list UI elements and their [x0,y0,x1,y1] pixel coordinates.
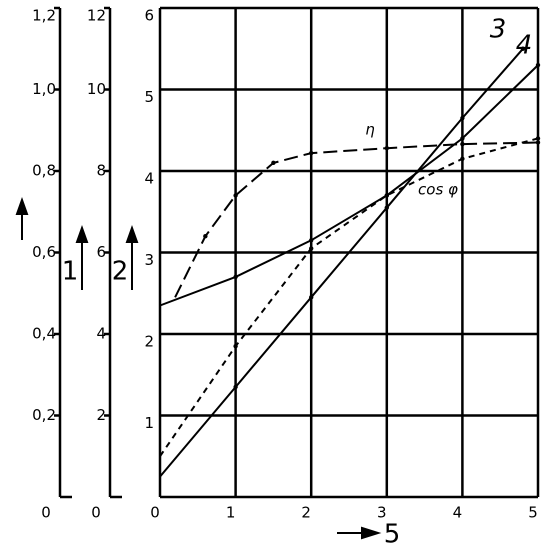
axis-arrow [15,197,29,240]
curve-point [271,160,276,166]
x-tick-label: 2 [301,504,311,522]
x-tick-label: 3 [377,504,387,522]
curve-point [233,344,238,349]
curve-point [309,246,314,251]
axis-arrow [75,225,89,290]
curve [174,141,539,298]
extra-tick-label: 1,0 [32,80,56,98]
x-tick-label: 5 [528,504,538,522]
x-axis-arrow [337,526,382,540]
curve-point [309,238,314,243]
curve-point [233,193,238,198]
curve-point [203,234,208,239]
axis-arrow [125,225,139,290]
extra-tick-label: 0,2 [32,406,56,424]
extra-tick-label: 0,8 [32,162,56,180]
x-tick-label: 1 [226,504,236,522]
extra-tick-label: 12 [87,7,106,25]
series-label: 4 [516,31,533,61]
curve-point [460,156,465,161]
x-tick-label: 0 [150,504,160,522]
extra-tick-label: 8 [96,162,106,180]
curve-point [535,136,541,141]
curve [159,137,539,457]
extra-tick-label: 1,2 [32,7,56,25]
extra-tick-label: 6 [96,243,106,261]
curve-point [535,62,541,68]
y-tick-label: 3 [144,251,154,269]
extra-tick-label: 0,4 [32,325,56,343]
y-tick-label: 5 [144,88,154,106]
curve-point [384,145,389,151]
series-label: cos φ [418,181,458,199]
extra-tick-label: 0,6 [32,243,56,261]
curve-point [460,141,465,147]
series-label: 3 [490,15,507,45]
x-tick-label: 4 [453,504,463,522]
curve-point [233,384,238,390]
extra-axis-label: 2 [112,257,129,287]
y-tick-label: 2 [144,333,154,351]
curve-point [309,150,314,156]
curve [159,48,524,478]
curve [159,64,539,307]
extra-tick-label: 10 [87,80,106,98]
curve-point [384,205,389,210]
extra-tick-label: 0 [91,504,101,522]
extra-tick-label: 4 [96,325,106,343]
y-tick-label: 6 [144,7,154,25]
curve-point [233,274,238,280]
curve-point [309,295,314,300]
curve-point [460,115,465,121]
curve-point [384,193,389,198]
y-tick-label: 4 [144,170,154,188]
y-tick-label: 1 [144,414,154,432]
curve-point [520,46,526,51]
series-label: η [365,121,375,139]
extra-axis-label: 1 [62,257,79,287]
curve-point [535,140,541,145]
x-axis-label: 5 [384,520,401,550]
extra-tick-label: 2 [96,406,106,424]
extra-tick-label: 0 [41,504,51,522]
curve-point [460,136,465,141]
